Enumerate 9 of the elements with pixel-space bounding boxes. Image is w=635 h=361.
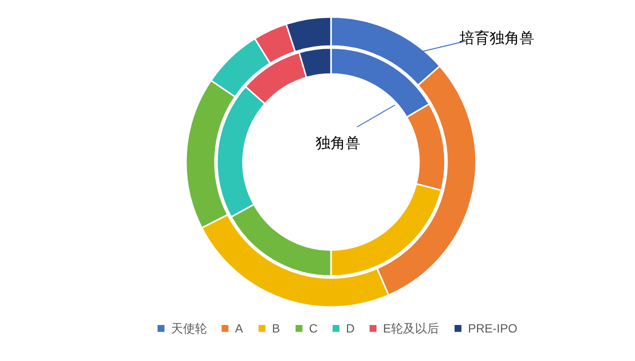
slice-label: 独角兽 [316, 135, 360, 152]
legend-label: PRE-IPO [468, 321, 518, 336]
legend-label: D [346, 321, 355, 336]
legend-label: B [272, 321, 280, 336]
slice-label: 培育独角兽 [458, 30, 534, 47]
legend-label: E轮及以后 [383, 321, 440, 336]
legend-label: 天使轮 [171, 321, 207, 336]
legend-label: A [235, 321, 244, 336]
legend-label: C [309, 321, 318, 336]
